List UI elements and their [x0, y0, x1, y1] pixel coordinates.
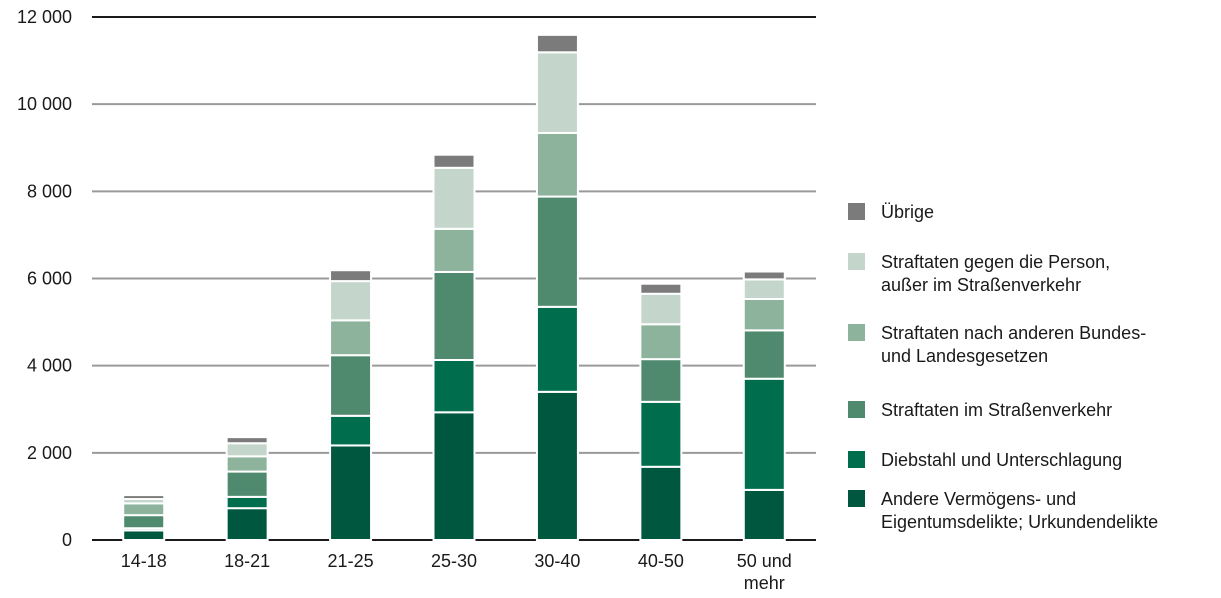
bar-segment [742, 297, 786, 332]
bar-segment [329, 269, 373, 283]
bar-segment [225, 470, 269, 498]
bar-segment [742, 329, 786, 380]
legend-swatch [848, 203, 865, 220]
y-tick-label: 6 000 [27, 269, 72, 289]
bar-segment [329, 444, 373, 541]
bar-segment [329, 319, 373, 357]
bar-segment [535, 131, 579, 198]
legend-label: Straftaten gegen die Person, außer im St… [881, 252, 1111, 295]
legend-label: Übrige [881, 202, 935, 222]
bar-segment [639, 282, 683, 295]
x-tick-label: 30-40 [534, 551, 580, 571]
x-tick-label: 25-30 [431, 551, 477, 571]
bar-segment [122, 494, 166, 501]
bar-segment [535, 305, 579, 393]
bar-segment [639, 465, 683, 541]
bar-segment [639, 292, 683, 326]
bar-segment [122, 502, 166, 517]
legend-swatch [848, 253, 865, 270]
bar-segment [122, 514, 166, 530]
bar-segment [432, 227, 476, 273]
bars [122, 33, 786, 542]
bar-segment [225, 495, 269, 510]
bar-segment [742, 377, 786, 491]
y-axis-tick-labels: 0 2 000 4 000 6 000 8 000 10 000 12 000 [17, 7, 72, 550]
x-tick-label: 40-50 [638, 551, 684, 571]
bar-segment [535, 390, 579, 542]
bar-segment [329, 414, 373, 447]
x-axis-tick-labels: 14-18 18-21 21-25 25-30 30-40 40-50 50 und mehr [121, 551, 792, 593]
bar-segment [639, 323, 683, 361]
bar-segment [225, 455, 269, 473]
x-tick-label: 18-21 [224, 551, 270, 571]
y-tick-label: 8 000 [27, 181, 72, 201]
legend-label: Diebstahl und Unterschlagung [881, 450, 1123, 470]
bar-segment [432, 270, 476, 362]
bar-segment [639, 358, 683, 403]
y-tick-label: 2 000 [27, 443, 72, 463]
bar-segment [742, 488, 786, 542]
x-tick-label: 50 und mehr [737, 551, 792, 593]
legend-swatch [848, 324, 865, 341]
x-tick-label: 21-25 [328, 551, 374, 571]
bar-segment [225, 507, 269, 542]
bar-segment [535, 33, 579, 54]
bar-segment [432, 411, 476, 542]
legend-swatch [848, 451, 865, 468]
bar-segment [225, 436, 269, 445]
bar-segment [329, 280, 373, 322]
legend-swatch [848, 401, 865, 418]
y-tick-label: 4 000 [27, 356, 72, 376]
bar-segment [122, 529, 166, 542]
y-tick-label: 10 000 [17, 94, 72, 114]
bar-segment [535, 51, 579, 134]
x-tick-label: 14-18 [121, 551, 167, 571]
bar-segment [432, 153, 476, 169]
legend-label: Straftaten nach anderen Bundes- und Land… [881, 323, 1147, 366]
legend-label: Straftaten im Straßenverkehr [881, 400, 1113, 420]
y-tick-label: 0 [62, 530, 72, 550]
bar-segment [225, 442, 269, 458]
legend-label: Andere Vermögens- und Eigentumsdelikte; … [881, 489, 1159, 532]
bar-segment [329, 354, 373, 417]
bar-segment [742, 278, 786, 300]
legend-swatch [848, 490, 865, 507]
bar-segment [432, 166, 476, 230]
bar-segment [432, 359, 476, 414]
bar-segment [639, 400, 683, 468]
bar-segment [535, 195, 579, 308]
y-tick-label: 12 000 [17, 7, 72, 27]
bar-segment [742, 270, 786, 281]
